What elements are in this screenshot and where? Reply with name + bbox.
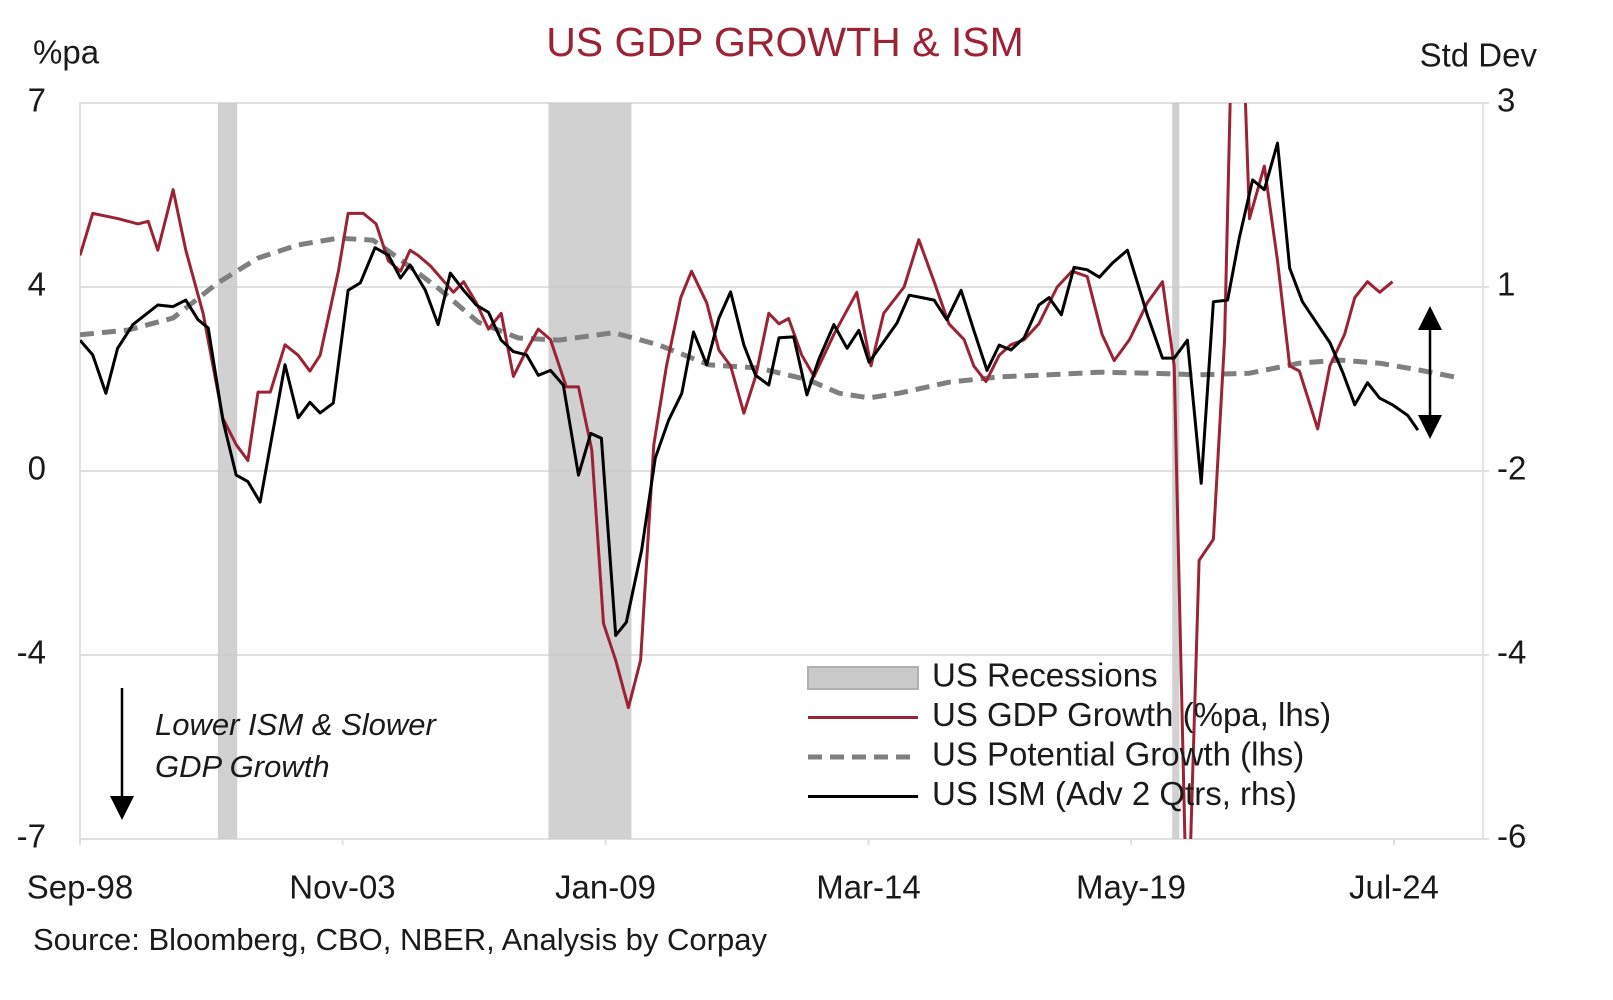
y2-tick-label: -6 <box>1497 818 1526 855</box>
series-line <box>80 103 1394 839</box>
grid <box>79 102 1489 845</box>
chart-title: US GDP GROWTH & ISM <box>546 19 1024 65</box>
double-arrow <box>1418 306 1442 439</box>
x-tick-label: Nov-03 <box>289 869 395 906</box>
x-tick-label: Mar-14 <box>816 869 921 906</box>
lines <box>80 103 1461 839</box>
y-axis-label: %pa <box>33 34 100 71</box>
y-tick-label: 4 <box>28 266 46 303</box>
recession-band <box>548 103 632 839</box>
x-tick-label: Sep-98 <box>27 869 133 906</box>
annotation: Lower ISM & Slower GDP Growth <box>110 688 437 820</box>
y-tick-label: 7 <box>28 82 46 119</box>
tick-labels: -7 -4 0 4 7 -6 -4 -2 1 3 Sep-98 Nov-03 Jan-09 Mar-14 M… <box>17 82 1527 906</box>
legend-swatch <box>807 666 919 690</box>
arrow-head <box>110 796 134 820</box>
recession-band <box>217 103 238 839</box>
legend-label: US GDP Growth (%pa, lhs) <box>932 696 1331 733</box>
y2-tick-label: 1 <box>1497 266 1515 303</box>
y-tick-label: 0 <box>28 450 46 487</box>
annotation-text: GDP Growth <box>155 749 330 784</box>
arrow-head <box>1418 415 1442 439</box>
y2-axis-label: Std Dev <box>1420 37 1538 74</box>
y-tick-label: -7 <box>17 818 46 855</box>
annotation-text: Lower ISM & Slower <box>155 707 437 742</box>
y2-tick-label: -2 <box>1497 450 1526 487</box>
legend-label: US Recessions <box>932 657 1158 694</box>
recessions <box>217 103 1180 839</box>
y-tick-label: -4 <box>17 634 46 671</box>
series-line <box>80 141 1420 637</box>
y2-tick-label: -4 <box>1497 634 1526 671</box>
x-tick-label: Jul-24 <box>1349 869 1439 906</box>
y2-tick-label: 3 <box>1497 82 1515 119</box>
x-tick-label: Jan-09 <box>555 869 656 906</box>
x-tick-label: May-19 <box>1076 869 1186 906</box>
legend-label: US Potential Growth (lhs) <box>932 736 1304 773</box>
source-note: Source: Bloomberg, CBO, NBER, Analysis b… <box>33 922 767 957</box>
arrow-head <box>1418 306 1442 330</box>
legend-label: US ISM (Adv 2 Qtrs, rhs) <box>932 775 1297 812</box>
